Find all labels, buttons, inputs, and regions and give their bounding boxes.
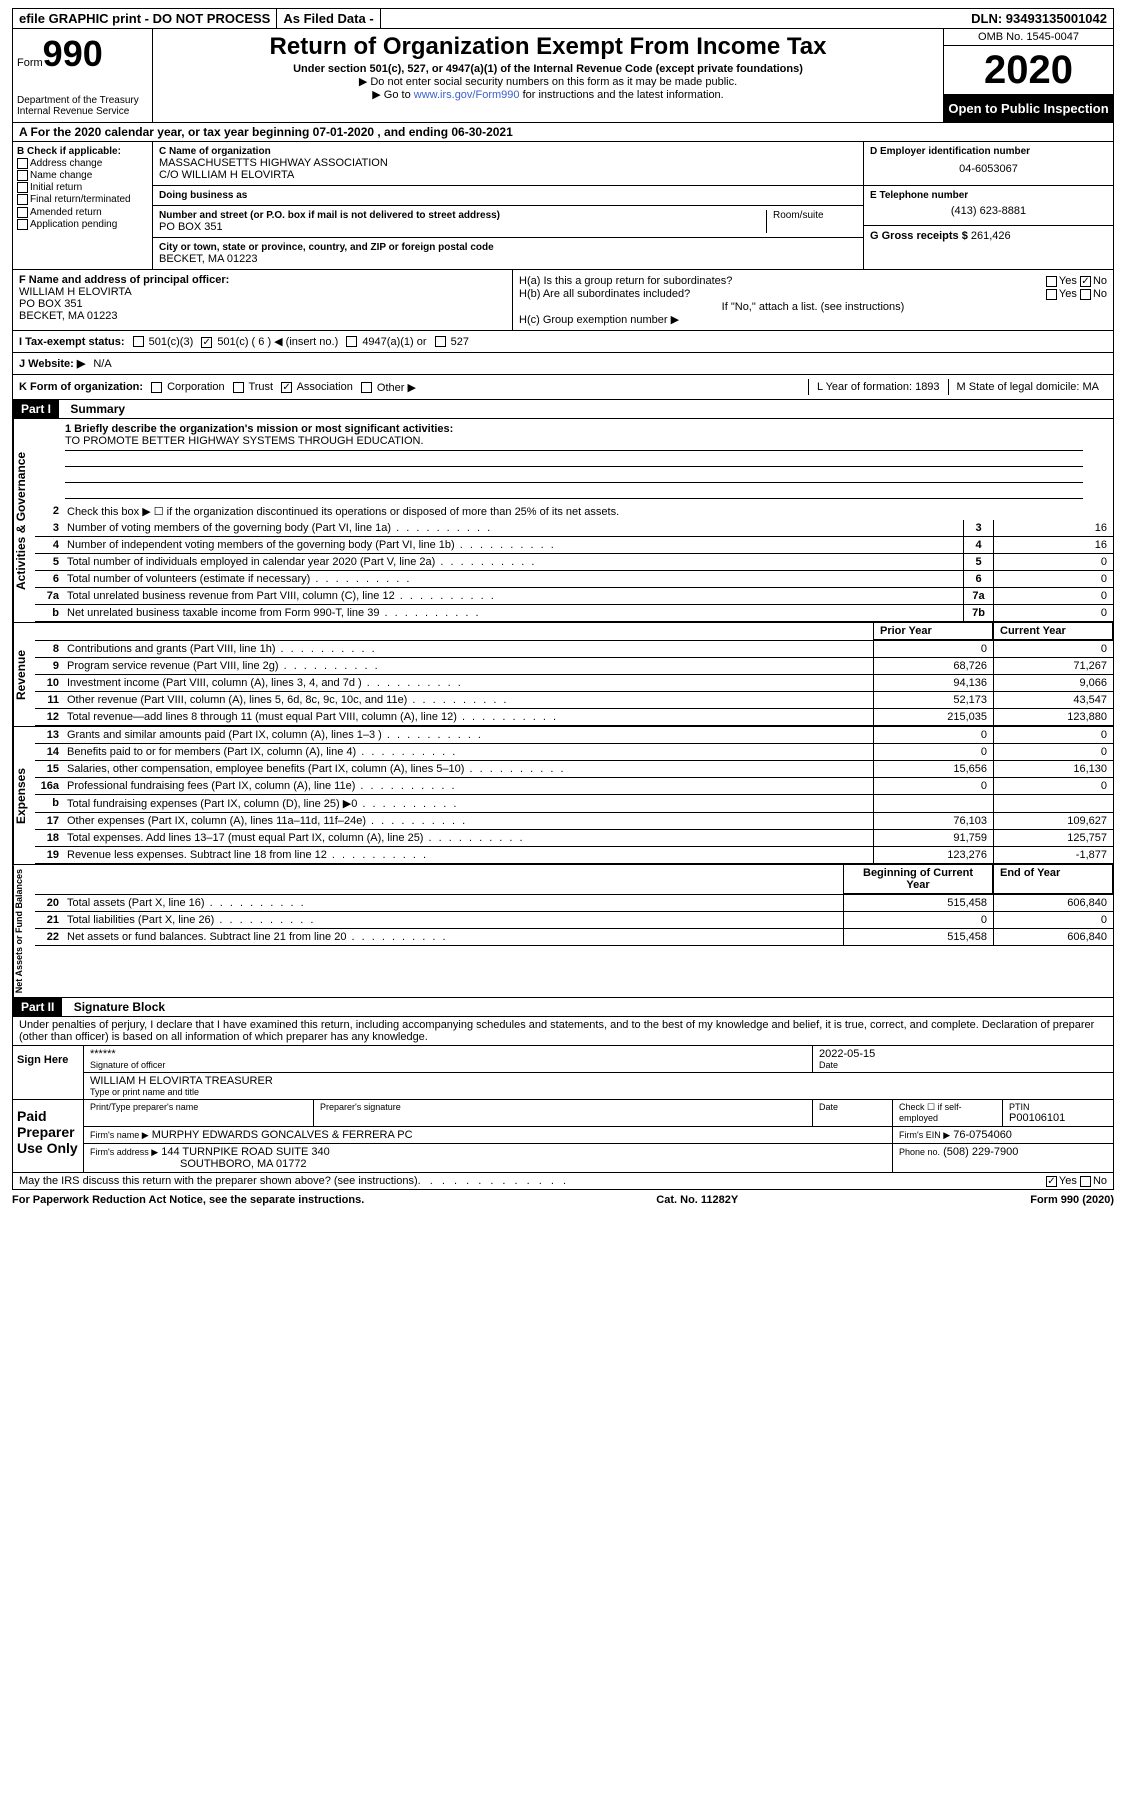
org-name: MASSACHUSETTS HIGHWAY ASSOCIATION xyxy=(159,157,857,169)
dept-label: Department of the Treasury Internal Reve… xyxy=(17,95,148,117)
footer-right: Form 990 (2020) xyxy=(1030,1194,1114,1206)
website: N/A xyxy=(93,358,111,370)
irs-link[interactable]: www.irs.gov/Form990 xyxy=(414,89,520,101)
efile-label: efile GRAPHIC print - DO NOT PROCESS xyxy=(13,9,277,28)
subtitle-1: Under section 501(c), 527, or 4947(a)(1)… xyxy=(161,63,935,75)
open-to-public: Open to Public Inspection xyxy=(944,95,1113,122)
sign-date: 2022-05-15 xyxy=(819,1048,1107,1060)
firm-name: MURPHY EDWARDS GONCALVES & FERRERA PC xyxy=(152,1129,413,1141)
officer-name: WILLIAM H ELOVIRTA xyxy=(19,286,132,298)
part1-header: Part I xyxy=(13,400,59,418)
mission-text: TO PROMOTE BETTER HIGHWAY SYSTEMS THROUG… xyxy=(65,435,1083,451)
phone: (413) 623-8881 xyxy=(870,201,1107,221)
footer-mid: Cat. No. 11282Y xyxy=(656,1194,738,1206)
tax-year: 2020 xyxy=(944,46,1113,95)
firm-ein: 76-0754060 xyxy=(953,1129,1012,1141)
header: Form990 Department of the Treasury Inter… xyxy=(12,29,1114,123)
form-title: Return of Organization Exempt From Incom… xyxy=(161,33,935,61)
firm-phone: (508) 229-7900 xyxy=(943,1146,1018,1158)
footer-left: For Paperwork Reduction Act Notice, see … xyxy=(12,1194,364,1206)
omb-number: OMB No. 1545-0047 xyxy=(944,29,1113,46)
firm-addr: 144 TURNPIKE ROAD SUITE 340 xyxy=(161,1146,330,1158)
subtitle-2: ▶ Do not enter social security numbers o… xyxy=(161,75,935,88)
form-label: Form xyxy=(17,57,43,69)
section-b: B Check if applicable: Address change Na… xyxy=(13,142,153,269)
gross-receipts: 261,426 xyxy=(971,230,1011,242)
org-city: BECKET, MA 01223 xyxy=(159,253,857,265)
dln-label: DLN: 93493135001042 xyxy=(965,9,1113,28)
org-street: PO BOX 351 xyxy=(159,221,760,233)
ein: 04-6053067 xyxy=(870,157,1107,181)
row-a-tax-year: A For the 2020 calendar year, or tax yea… xyxy=(12,123,1114,142)
asfiled-label: As Filed Data - xyxy=(277,9,380,28)
org-co: C/O WILLIAM H ELOVIRTA xyxy=(159,169,857,181)
perjury-declaration: Under penalties of perjury, I declare th… xyxy=(12,1017,1114,1046)
officer-sig-name: WILLIAM H ELOVIRTA TREASURER xyxy=(90,1075,1107,1087)
ptin: P00106101 xyxy=(1009,1112,1107,1124)
part2-header: Part II xyxy=(13,998,62,1016)
form-number: 990 xyxy=(43,33,103,74)
top-bar: efile GRAPHIC print - DO NOT PROCESS As … xyxy=(12,8,1114,29)
